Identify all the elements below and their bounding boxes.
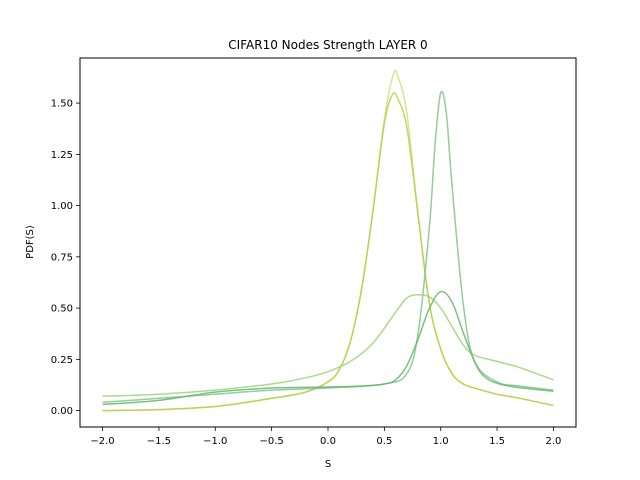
x-tick-label: 1.0 (433, 436, 449, 447)
y-tick-label: 1.00 (51, 201, 73, 212)
series-line-4 (102, 293, 554, 397)
x-tick-label: 1.5 (489, 436, 505, 447)
series-line-5 (102, 290, 554, 406)
chart-title: CIFAR10 Nodes Strength LAYER 0 (228, 38, 427, 52)
y-axis-ticks: 0.00 0.25 0.50 0.75 1.00 1.25 1.50 (51, 99, 80, 417)
x-tick-label: 0.5 (376, 436, 392, 447)
y-tick-label: 0.25 (51, 355, 73, 366)
x-tick-label: 2.0 (546, 436, 562, 447)
y-tick-label: 0.00 (51, 406, 73, 417)
series-layer (102, 69, 554, 412)
y-axis-label: PDF(S) (25, 225, 36, 259)
x-tick-label: 0.0 (320, 436, 336, 447)
y-tick-label: 0.75 (51, 252, 73, 263)
x-axis-label: S (325, 459, 331, 470)
x-tick-label: −0.5 (259, 436, 283, 447)
x-tick-label: −2.0 (90, 436, 114, 447)
x-tick-label: −1.0 (203, 436, 227, 447)
y-tick-label: 1.25 (51, 150, 73, 161)
y-tick-label: 0.50 (51, 304, 73, 315)
x-tick-label: −1.5 (147, 436, 171, 447)
series-line-2 (102, 92, 554, 412)
plot-area (80, 58, 576, 427)
y-tick-label: 1.50 (51, 99, 73, 110)
x-axis-ticks: −2.0 −1.5 −1.0 −0.5 0.0 0.5 1.0 1.5 2.0 (90, 427, 561, 447)
